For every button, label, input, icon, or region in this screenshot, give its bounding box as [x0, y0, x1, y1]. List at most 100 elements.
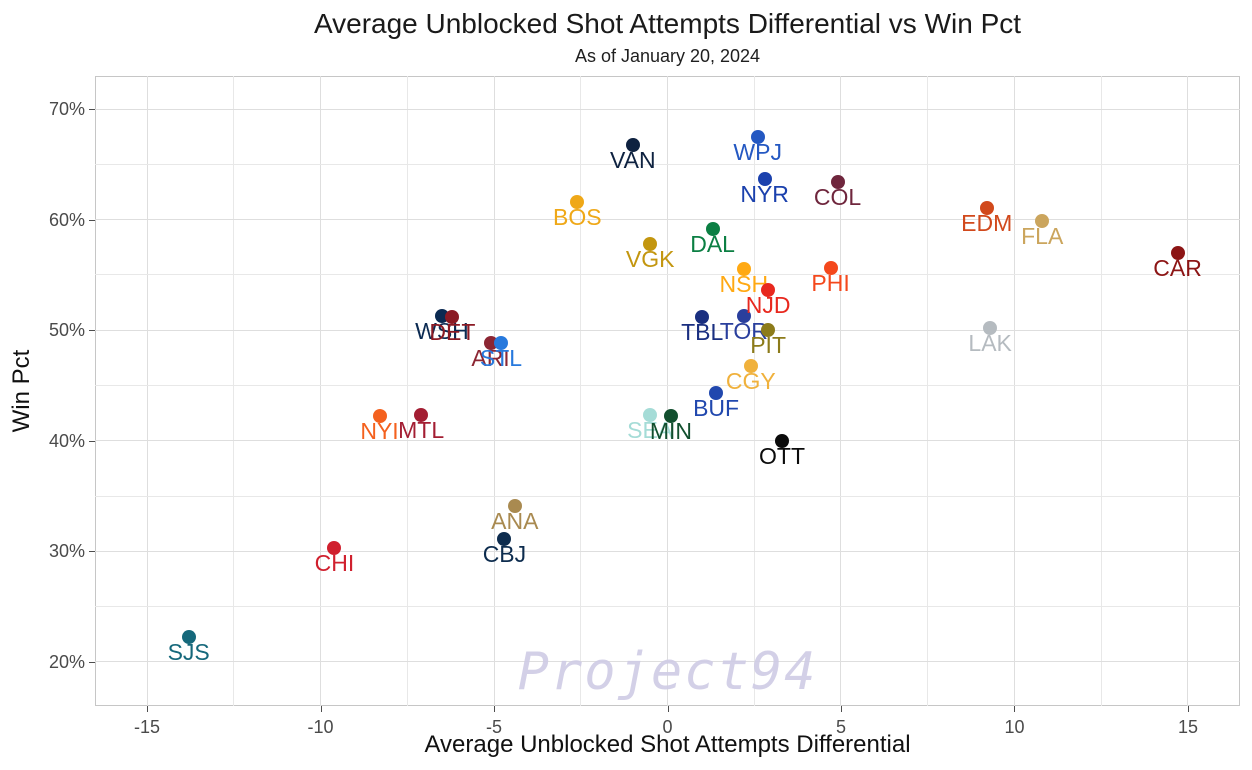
point-dot-tor	[736, 308, 751, 323]
point-label-sjs: SJS	[167, 639, 210, 666]
point-dot-edm	[979, 200, 994, 215]
point-label-njd: NJD	[745, 292, 791, 319]
point-dot-buf	[709, 386, 724, 401]
point-label-car: CAR	[1153, 254, 1202, 281]
y-tick-mark	[89, 551, 95, 553]
x-tick-mark	[147, 706, 149, 712]
point-dot-bos	[570, 195, 585, 209]
point-dot-car	[1170, 245, 1185, 260]
x-tick-label: 5	[835, 717, 846, 737]
gridline-horizontal	[95, 495, 1240, 497]
point-label-chi: CHI	[314, 549, 355, 576]
point-dot-col	[830, 175, 845, 190]
point-label-nyi: NYI	[360, 418, 399, 445]
point-label-sea: SEA	[627, 417, 674, 444]
point-label-tor: TOR	[719, 317, 768, 344]
point-label-wpj: WPJ	[733, 138, 782, 165]
point-label-nsh: NSH	[719, 271, 769, 298]
chart-title: Average Unblocked Shot Attempts Differen…	[313, 8, 1022, 39]
gridline-horizontal	[95, 219, 1240, 221]
point-label-edm: EDM	[961, 209, 1013, 236]
point-dot-tbl	[695, 309, 710, 324]
y-axis-title: Win Pct	[8, 349, 35, 433]
gridline-vertical	[1013, 76, 1015, 706]
point-label-mtl: MTL	[398, 417, 445, 444]
point-label-ana: ANA	[491, 507, 539, 534]
point-label-wsh: WSH	[415, 317, 469, 344]
y-tick-mark	[89, 661, 95, 663]
point-label-col: COL	[813, 184, 862, 211]
point-dot-cbj	[497, 532, 512, 547]
x-tick-label: 15	[1177, 717, 1198, 737]
gridline-vertical	[1100, 76, 1102, 706]
x-tick-label: -15	[134, 717, 161, 737]
point-dot-det	[445, 309, 460, 324]
point-label-stl: STL	[479, 345, 523, 372]
gridline-horizontal	[95, 274, 1240, 276]
point-label-buf: BUF	[693, 395, 740, 422]
gridline-horizontal	[95, 550, 1240, 552]
point-dot-phi	[823, 261, 838, 276]
point-label-pit: PIT	[750, 332, 786, 359]
x-tick-mark	[1014, 706, 1016, 712]
point-label-lak: LAK	[968, 330, 1012, 356]
gridline-vertical	[840, 76, 842, 706]
point-dot-wpj	[750, 129, 765, 144]
point-dot-sjs	[181, 630, 196, 645]
point-label-van: VAN	[610, 146, 656, 173]
x-tick-mark	[840, 706, 842, 712]
point-label-cbj: CBJ	[482, 541, 527, 568]
y-tick-mark	[89, 330, 95, 332]
point-dot-cgy	[743, 358, 758, 373]
point-dot-ana	[507, 498, 522, 513]
chart-subtitle: As of January 20, 2024	[574, 46, 761, 66]
point-label-det: DET	[429, 318, 476, 345]
point-label-fla: FLA	[1021, 222, 1064, 249]
gridline-horizontal	[95, 440, 1240, 442]
point-dot-chi	[327, 540, 342, 555]
y-tick-mark	[89, 219, 95, 221]
point-label-phi: PHI	[811, 270, 850, 297]
point-label-ott: OTT	[759, 442, 805, 469]
gridline-vertical	[320, 76, 322, 706]
gridline-vertical	[146, 76, 148, 706]
point-label-min: MIN	[649, 418, 693, 445]
y-tick-label: 60%	[48, 209, 85, 230]
point-dot-fla	[1035, 213, 1050, 228]
y-tick-label: 70%	[48, 99, 85, 120]
gridline-vertical	[1187, 76, 1189, 706]
gridline-vertical	[927, 76, 929, 706]
point-dot-van	[625, 137, 640, 152]
point-dot-dal	[705, 221, 720, 236]
y-tick-label: 40%	[48, 430, 85, 451]
x-tick-label: 0	[662, 717, 673, 737]
x-axis-title: Average Unblocked Shot Attempts Differen…	[424, 731, 911, 758]
gridline-vertical	[580, 76, 582, 706]
point-label-tbl: TBL	[681, 318, 724, 345]
watermark: Project94	[517, 642, 818, 702]
x-tick-label: -10	[307, 717, 334, 737]
x-tick-label: 10	[1004, 717, 1025, 737]
gridline-horizontal	[95, 163, 1240, 165]
point-dot-mtl	[414, 408, 429, 423]
x-tick-mark	[494, 706, 495, 712]
point-dot-njd	[761, 283, 776, 298]
point-dot-nyi	[372, 409, 387, 424]
y-tick-mark	[89, 109, 95, 111]
point-dot-lak	[983, 321, 998, 335]
y-tick-label: 30%	[48, 541, 85, 562]
gridline-vertical	[493, 76, 495, 706]
x-tick-mark	[320, 706, 322, 712]
point-dot-nyr	[757, 171, 772, 186]
gridline-vertical	[667, 76, 668, 706]
gridline-horizontal	[95, 606, 1240, 608]
point-dot-sea	[643, 408, 658, 423]
point-dot-nsh	[736, 262, 751, 277]
x-tick-label: -5	[485, 717, 503, 737]
point-label-vgk: VGK	[625, 246, 675, 272]
gridline-horizontal	[95, 661, 1240, 663]
point-dot-stl	[493, 336, 508, 351]
x-tick-mark	[1187, 706, 1189, 712]
point-dot-pit	[761, 323, 776, 338]
